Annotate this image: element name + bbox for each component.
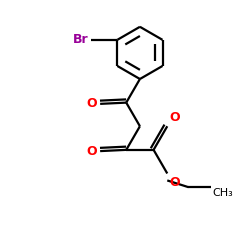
Text: O: O xyxy=(86,144,97,158)
Text: O: O xyxy=(169,176,180,190)
Text: O: O xyxy=(169,111,180,124)
Text: O: O xyxy=(86,97,97,110)
Text: CH₃: CH₃ xyxy=(213,188,234,198)
Text: Br: Br xyxy=(73,33,89,46)
